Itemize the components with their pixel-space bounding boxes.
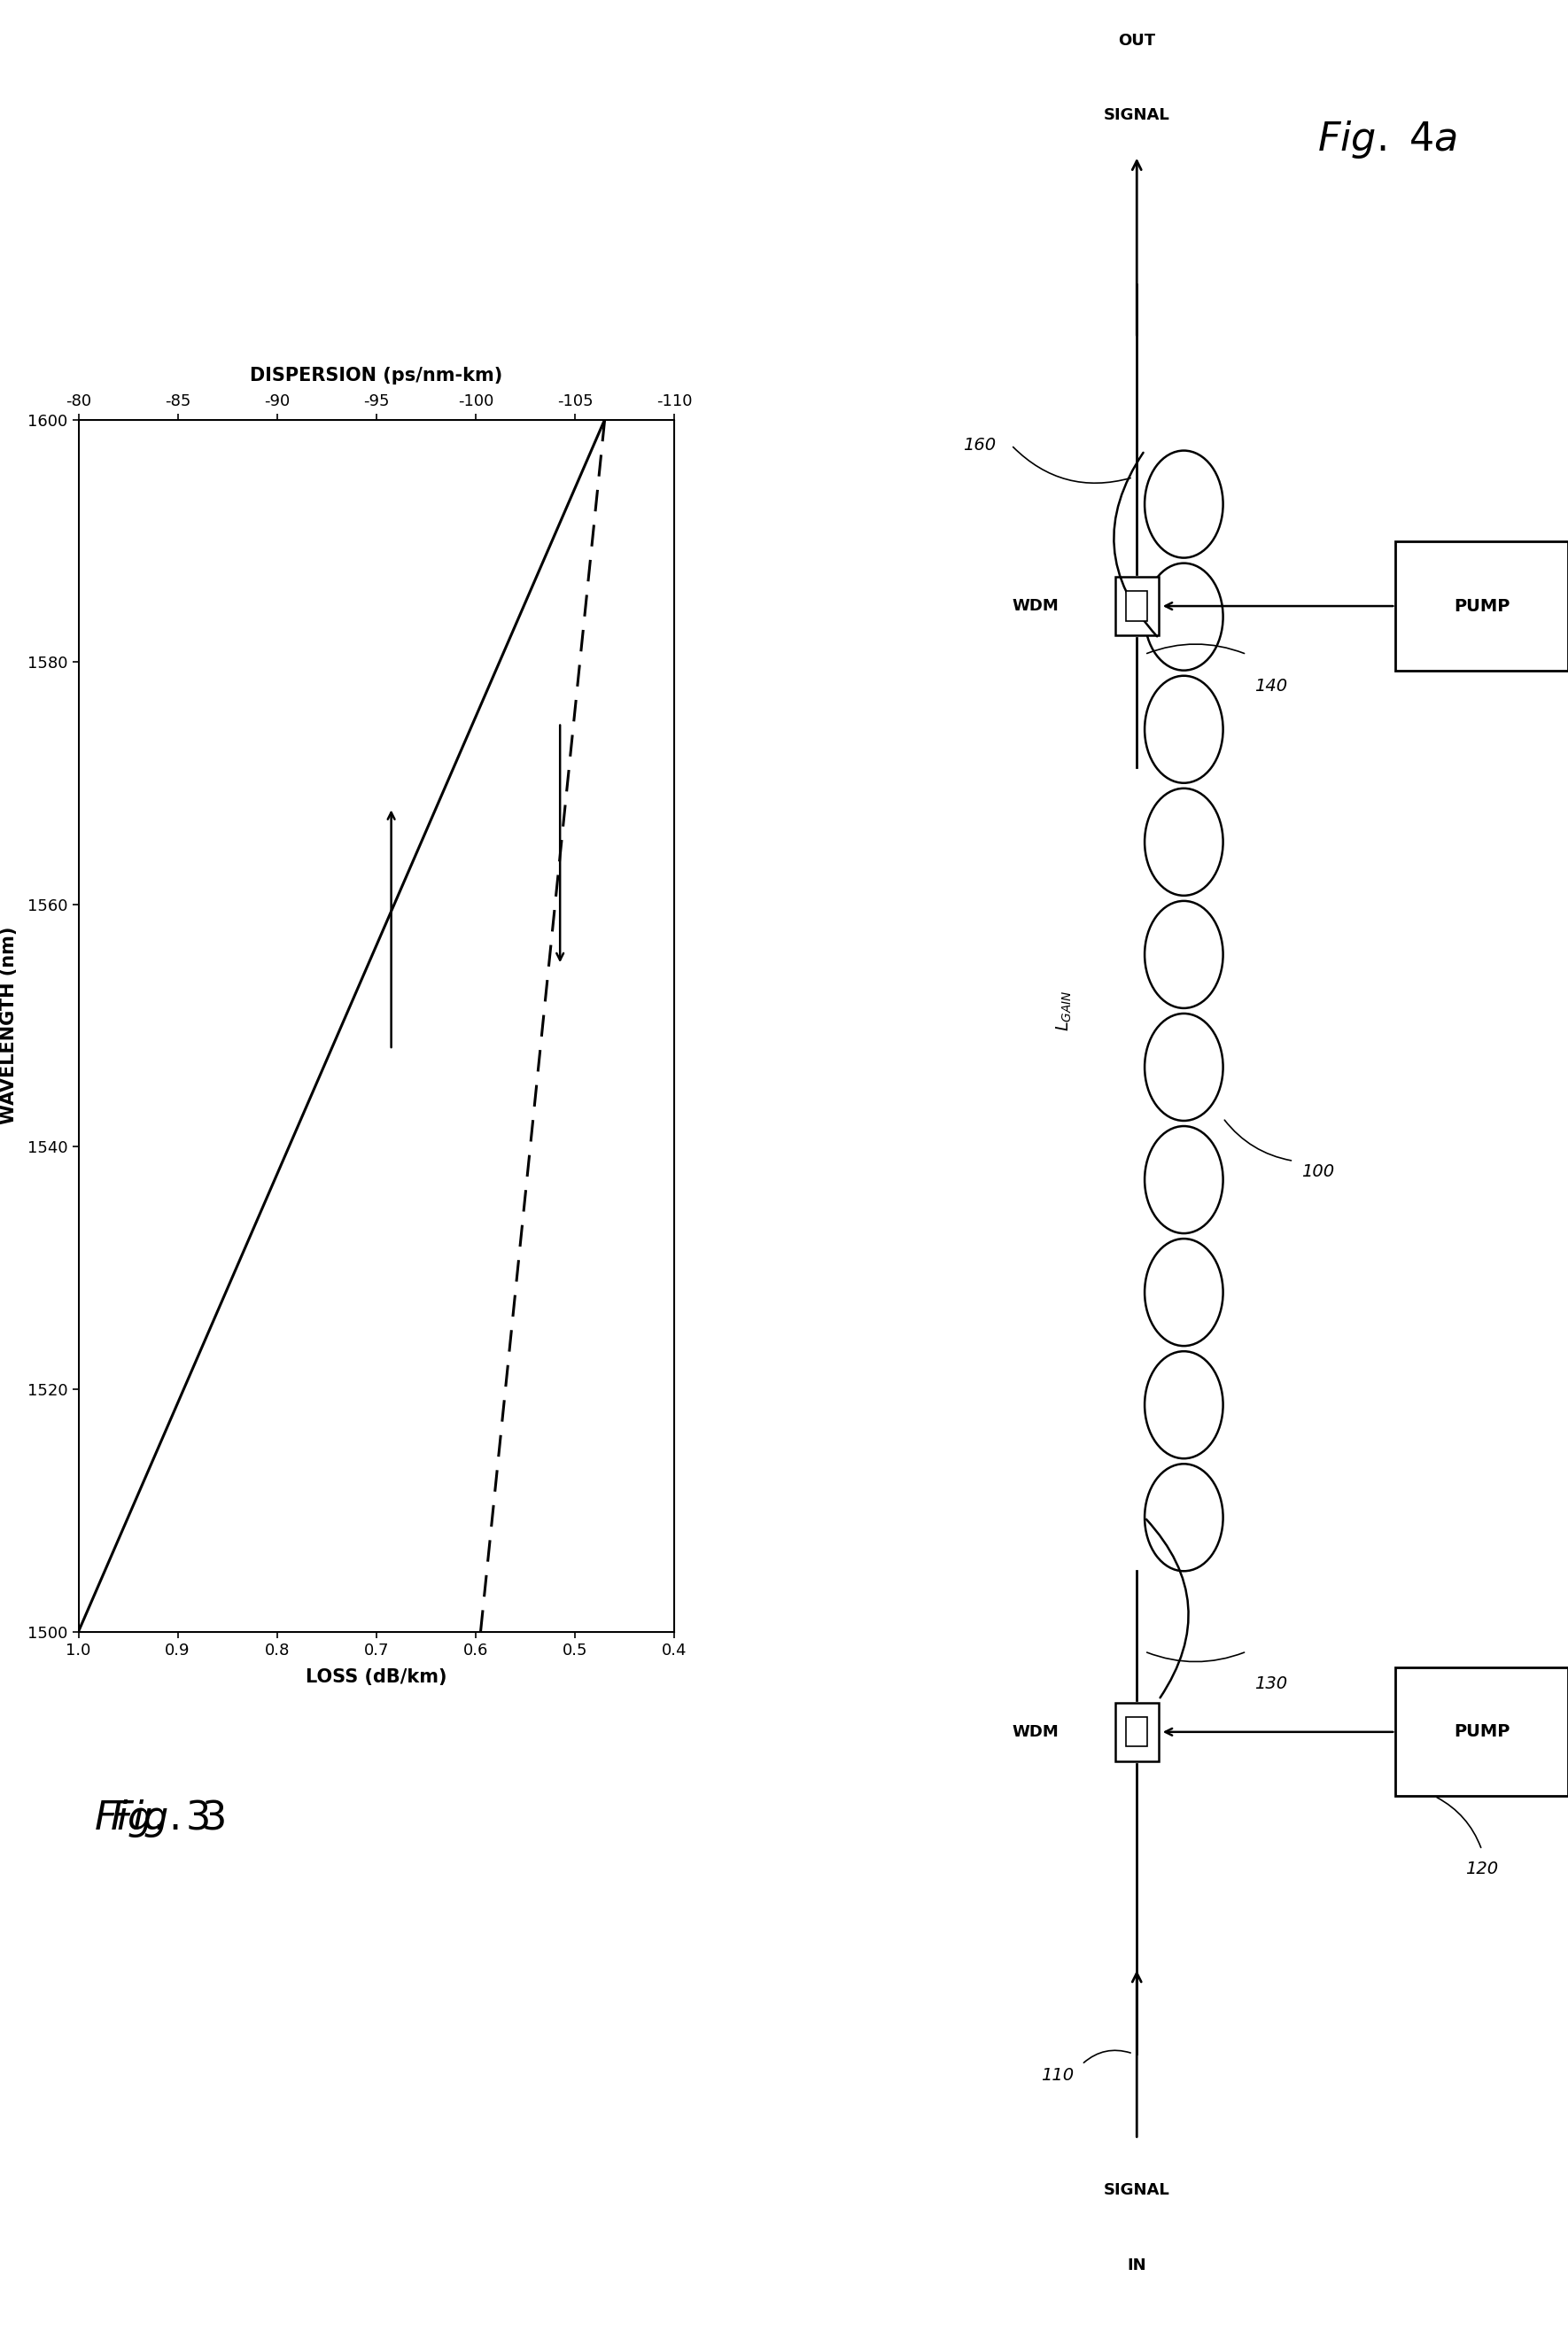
Text: SIGNAL: SIGNAL [1104, 2182, 1170, 2198]
Y-axis label: WAVELENGTH (nm): WAVELENGTH (nm) [0, 928, 17, 1124]
Text: WDM: WDM [1011, 599, 1058, 613]
Text: $L_{GAIN}$: $L_{GAIN}$ [1055, 991, 1074, 1033]
X-axis label: LOSS (dB/km): LOSS (dB/km) [306, 1669, 447, 1685]
Text: 160: 160 [963, 436, 996, 455]
Bar [1396, 1667, 1568, 1797]
Bar [1115, 576, 1159, 636]
Text: WDM: WDM [1011, 1725, 1058, 1739]
Text: OUT: OUT [1118, 33, 1156, 49]
Bar [1115, 1702, 1159, 1762]
Text: 100: 100 [1301, 1163, 1334, 1179]
Bar [1126, 1718, 1148, 1746]
Bar [1126, 592, 1148, 620]
Text: 140: 140 [1254, 678, 1287, 695]
Text: 120: 120 [1466, 1860, 1497, 1876]
Text: SIGNAL: SIGNAL [1104, 107, 1170, 124]
Text: IN: IN [1127, 2256, 1146, 2273]
Text: PUMP: PUMP [1454, 597, 1510, 615]
Text: 130: 130 [1254, 1676, 1287, 1692]
Bar [1396, 541, 1568, 671]
Text: $\it{Fig.}$ $\it{3}$: $\it{Fig.}$ $\it{3}$ [110, 1797, 224, 1839]
Text: 110: 110 [1041, 2068, 1074, 2084]
Text: $\mathit{Fig.\ 3}$: $\mathit{Fig.\ 3}$ [94, 1797, 210, 1839]
X-axis label: DISPERSION (ps/nm-km): DISPERSION (ps/nm-km) [249, 366, 503, 385]
Text: $\mathit{Fig.\ 4a}$: $\mathit{Fig.\ 4a}$ [1317, 119, 1457, 161]
Text: PUMP: PUMP [1454, 1723, 1510, 1741]
